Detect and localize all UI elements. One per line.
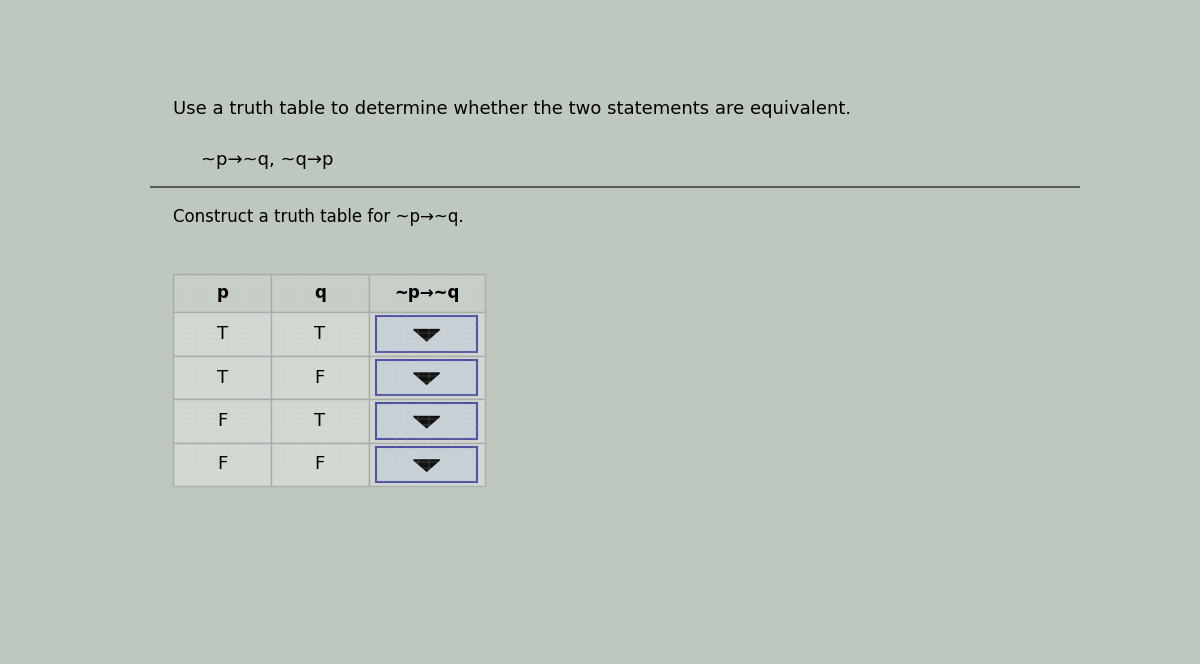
Text: F: F <box>217 412 227 430</box>
Bar <box>173 443 271 486</box>
Bar <box>271 443 368 486</box>
Bar <box>376 447 478 482</box>
Polygon shape <box>414 416 439 428</box>
Text: Construct a truth table for ~p→~q.: Construct a truth table for ~p→~q. <box>173 207 464 226</box>
Bar <box>173 399 271 443</box>
Text: Use a truth table to determine whether the two statements are equivalent.: Use a truth table to determine whether t… <box>173 100 851 118</box>
Bar <box>376 403 478 439</box>
Text: F: F <box>314 369 325 386</box>
Bar <box>271 356 368 399</box>
Bar <box>368 356 485 399</box>
Bar <box>271 399 368 443</box>
Text: q: q <box>313 284 325 302</box>
Bar <box>271 274 368 312</box>
Bar <box>368 312 485 356</box>
Bar <box>173 356 271 399</box>
Text: ~p→~q: ~p→~q <box>394 284 460 302</box>
Bar <box>271 312 368 356</box>
Bar <box>368 399 485 443</box>
Text: F: F <box>314 456 325 473</box>
Bar <box>376 360 478 395</box>
Polygon shape <box>414 460 439 471</box>
Bar <box>173 312 271 356</box>
Text: p: p <box>216 284 228 302</box>
Text: T: T <box>216 325 228 343</box>
Text: T: T <box>216 369 228 386</box>
Bar <box>173 274 271 312</box>
Text: F: F <box>217 456 227 473</box>
Polygon shape <box>414 329 439 341</box>
Polygon shape <box>414 373 439 384</box>
Text: ~p→~q, ~q→p: ~p→~q, ~q→p <box>202 151 334 169</box>
Bar <box>376 317 478 352</box>
Bar <box>368 443 485 486</box>
Text: T: T <box>314 325 325 343</box>
Text: T: T <box>314 412 325 430</box>
Bar <box>368 274 485 312</box>
